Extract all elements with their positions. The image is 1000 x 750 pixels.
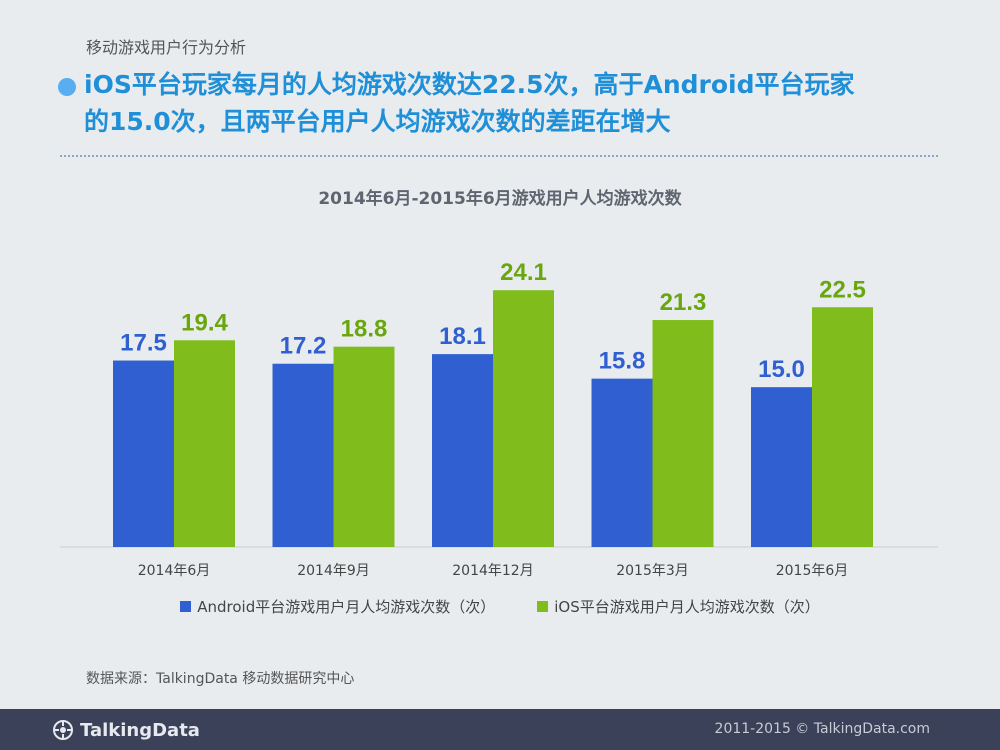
android-bar [591, 378, 653, 547]
bullet-icon [58, 78, 76, 96]
android-bar [272, 363, 334, 547]
divider [60, 155, 938, 157]
android-bar [751, 387, 812, 547]
x-tick-label: 2014年9月 [297, 563, 370, 579]
talkingdata-logo-icon [53, 720, 73, 740]
android-value-label: 15.0 [758, 356, 805, 383]
android-value-label: 17.5 [120, 330, 167, 357]
bar-chart: 17.5 19.4 2014年6月 17.2 18.8 2014年9月 18.1 24.1 20… [60, 259, 938, 579]
ios-value-label: 24.1 [500, 259, 547, 286]
legend-swatch [537, 601, 549, 612]
legend-label: iOS平台游戏用户月人均游戏次数（次） [554, 598, 820, 616]
footer-brand: TalkingData [80, 719, 200, 741]
legend-label: Android平台游戏用户月人均游戏次数（次） [197, 598, 496, 616]
android-value-label: 15.8 [599, 348, 646, 375]
ios-value-label: 21.3 [660, 289, 707, 316]
android-value-label: 18.1 [439, 323, 486, 350]
x-tick-label: 2014年12月 [452, 563, 533, 579]
headline-block: iOS平台玩家每月的人均游戏次数达22.5次，高于Android平台玩家 的15… [56, 66, 956, 140]
ios-bar [812, 307, 873, 547]
ios-bar [174, 340, 235, 547]
footer-copyright: 2011-2015 © TalkingData.com [714, 721, 930, 737]
page-title: iOS平台玩家每月的人均游戏次数达22.5次，高于Android平台玩家 的15… [84, 70, 855, 136]
legend-item: iOS平台游戏用户月人均游戏次数（次） [537, 596, 820, 617]
legend-swatch [180, 601, 192, 612]
x-tick-label: 2015年3月 [616, 563, 689, 579]
x-tick-label: 2014年6月 [138, 563, 211, 579]
ios-value-label: 22.5 [819, 276, 866, 303]
legend-item: Android平台游戏用户月人均游戏次数（次） [180, 596, 495, 617]
ios-bar [493, 290, 554, 547]
ios-value-label: 18.8 [341, 316, 388, 343]
ios-bar [652, 320, 714, 547]
ios-value-label: 19.4 [181, 309, 228, 336]
footer-logo: TalkingData [52, 719, 200, 741]
android-value-label: 17.2 [280, 333, 327, 360]
chart-title: 2014年6月-2015年6月游戏用户人均游戏次数 [318, 189, 682, 209]
x-tick-label: 2015年6月 [776, 563, 849, 579]
chart-legend: Android平台游戏用户月人均游戏次数（次） iOS平台游戏用户月人均游戏次数（… [0, 596, 1000, 617]
footer-bar: TalkingData 2011-2015 © TalkingData.com [0, 709, 1000, 750]
android-bar [432, 354, 493, 547]
data-source: 数据来源：TalkingData 移动数据研究中心 [86, 671, 355, 687]
ios-bar [333, 346, 395, 547]
breadcrumb: 移动游戏用户行为分析 [86, 38, 247, 57]
android-bar [113, 360, 174, 547]
